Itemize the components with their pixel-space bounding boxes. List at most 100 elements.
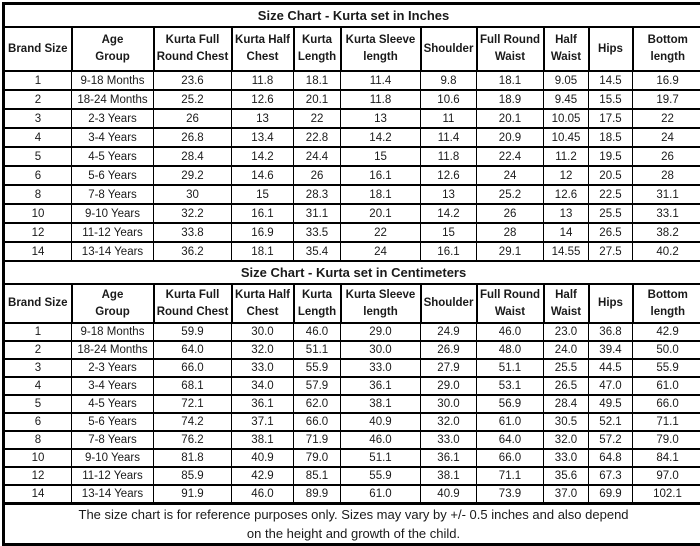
cell: 44.5: [589, 359, 633, 377]
cell: 49.5: [589, 395, 633, 413]
cell: 29.1: [477, 242, 544, 261]
section-title-row-cm: Size Chart - Kurta set in Centimeters: [4, 261, 700, 284]
cell: 26.9: [421, 341, 477, 359]
cell: 30.0: [232, 323, 294, 341]
cell: 33.0: [341, 359, 421, 377]
cell: 9.45: [544, 90, 589, 109]
cell: 24.0: [544, 341, 589, 359]
cell: 31.1: [633, 185, 700, 204]
cell: 66.0: [633, 395, 700, 413]
cell: 27.9: [421, 359, 477, 377]
cell: 1: [4, 323, 72, 341]
cell: 15: [421, 223, 477, 242]
cell: 14.2: [232, 147, 294, 166]
cell: 68.1: [154, 377, 232, 395]
cell: 46.0: [232, 485, 294, 504]
cell: 67.3: [589, 467, 633, 485]
cell: 32.0: [544, 431, 589, 449]
cell: 27.5: [589, 242, 633, 261]
cell: 52.1: [589, 413, 633, 431]
cell: 8: [4, 185, 72, 204]
cell: 12: [4, 223, 72, 242]
cell: 9-10 Years: [72, 449, 154, 467]
cell: 8: [4, 431, 72, 449]
cell: 66.0: [154, 359, 232, 377]
cell: 59.9: [154, 323, 232, 341]
cell: 14: [4, 485, 72, 504]
cell: 57.9: [294, 377, 341, 395]
cell: 72.1: [154, 395, 232, 413]
cell: 10.6: [421, 90, 477, 109]
cell: 20.5: [589, 166, 633, 185]
footer-row: The size chart is for reference purposes…: [4, 504, 700, 545]
cell: 73.9: [477, 485, 544, 504]
cell: 26.5: [544, 377, 589, 395]
cell: 28.4: [154, 147, 232, 166]
cell: 9.05: [544, 71, 589, 90]
cell: 14.6: [232, 166, 294, 185]
cell: 33.0: [544, 449, 589, 467]
cell: 84.1: [633, 449, 700, 467]
cell: 5: [4, 147, 72, 166]
cell: 51.1: [294, 341, 341, 359]
section-title-row-inches: Size Chart - Kurta set in Inches: [4, 4, 700, 28]
cell: 18.1: [341, 185, 421, 204]
cell: 38.1: [232, 431, 294, 449]
cell: 30.0: [341, 341, 421, 359]
cell: 61.0: [477, 413, 544, 431]
cell: 16.1: [421, 242, 477, 261]
cell: 5-6 Years: [72, 166, 154, 185]
cell: 33.0: [232, 359, 294, 377]
cell: 11.4: [341, 71, 421, 90]
cell: 2-3 Years: [72, 359, 154, 377]
cell: 7-8 Years: [72, 185, 154, 204]
cell: 38.2: [633, 223, 700, 242]
cell: 2: [4, 341, 72, 359]
cell: 71.1: [633, 413, 700, 431]
cell: 12.6: [544, 185, 589, 204]
cell: 40.9: [421, 485, 477, 504]
cell: 28: [633, 166, 700, 185]
cell: 15: [341, 147, 421, 166]
cell: 25.2: [477, 185, 544, 204]
cell: 11.2: [544, 147, 589, 166]
cell: 20.9: [477, 128, 544, 147]
cell: 4: [4, 377, 72, 395]
cell: 46.0: [477, 323, 544, 341]
cell: 10.05: [544, 109, 589, 128]
cell: 47.0: [589, 377, 633, 395]
footer-line-2: on the height and growth of the child.: [5, 524, 700, 543]
cell: 55.9: [294, 359, 341, 377]
cell: 3: [4, 359, 72, 377]
cell: 14.5: [589, 71, 633, 90]
cell: 31.1: [294, 204, 341, 223]
cell: 26: [477, 204, 544, 223]
cell: 64.0: [477, 431, 544, 449]
cell: 36.1: [341, 377, 421, 395]
cell: 22.8: [294, 128, 341, 147]
cell: 29.0: [341, 323, 421, 341]
cell: 11.8: [341, 90, 421, 109]
cell: 10: [4, 449, 72, 467]
cell: 71.1: [477, 467, 544, 485]
cell: 6: [4, 166, 72, 185]
